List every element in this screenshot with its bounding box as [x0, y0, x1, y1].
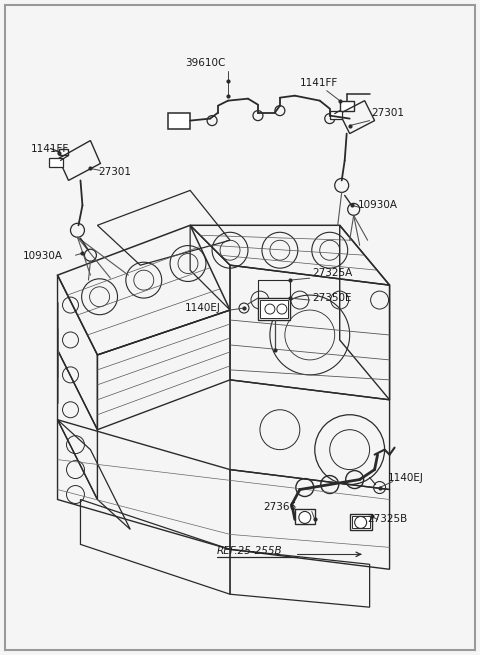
Bar [350, 514, 372, 531]
Bar [330, 111, 342, 119]
Bar [168, 113, 190, 128]
Text: REF.25-255B: REF.25-255B [217, 546, 283, 556]
FancyBboxPatch shape [5, 5, 475, 650]
Bar [59, 149, 69, 155]
Text: 27350E: 27350E [312, 293, 351, 303]
Text: 27301: 27301 [98, 168, 132, 178]
Bar [260, 300, 288, 318]
Bar [352, 516, 370, 529]
Text: 39610C: 39610C [185, 58, 225, 67]
Text: 10930A: 10930A [358, 200, 397, 210]
Text: 27301: 27301 [372, 107, 405, 118]
Text: 1140EJ: 1140EJ [387, 472, 423, 483]
Text: 1141FF: 1141FF [31, 143, 69, 153]
Text: 27325B: 27325B [368, 514, 408, 525]
Bar [340, 101, 354, 111]
Text: 1141FF: 1141FF [300, 78, 338, 88]
Text: 27366: 27366 [263, 502, 296, 512]
Bar [258, 298, 290, 320]
Text: 10930A: 10930A [23, 252, 62, 261]
Text: 27325A: 27325A [312, 268, 352, 278]
Bar [48, 159, 62, 168]
Bar [295, 510, 315, 525]
Text: 1140EJ: 1140EJ [185, 303, 221, 313]
